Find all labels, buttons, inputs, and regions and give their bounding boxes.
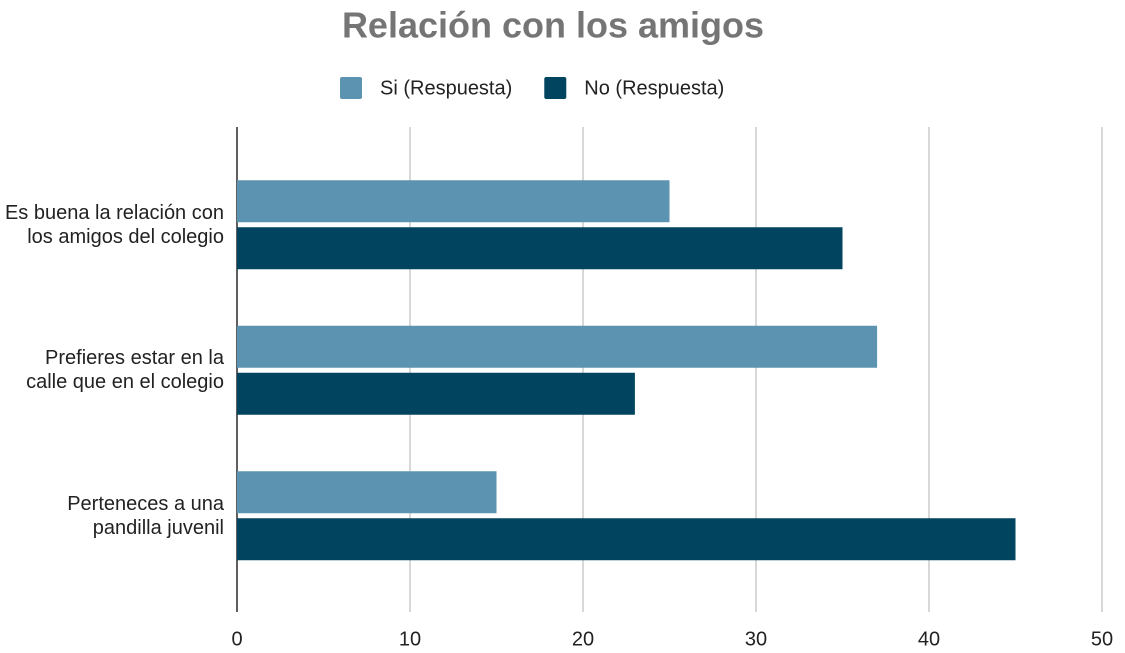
x-tick-label: 10	[399, 628, 421, 650]
bar	[237, 325, 878, 368]
x-tick-label: 20	[572, 628, 594, 650]
bar	[237, 180, 670, 223]
legend-label: Si (Respuesta)	[380, 77, 512, 99]
x-tick-label: 50	[1091, 628, 1113, 650]
bar	[237, 471, 497, 514]
legend-swatch	[340, 77, 362, 99]
legend-label: No (Respuesta)	[584, 77, 724, 99]
x-tick-label: 30	[745, 628, 767, 650]
x-tick-label: 0	[231, 628, 242, 650]
bar	[237, 227, 843, 270]
y-tick-label: Es buena la relación con los amigos del …	[4, 201, 224, 248]
chart-title: Relación con los amigos	[342, 5, 764, 46]
bar	[237, 372, 635, 415]
y-tick-label: Prefieres estar en la calle que en el co…	[26, 347, 224, 394]
x-tick-label: 40	[918, 628, 940, 650]
legend-swatch	[544, 77, 567, 99]
y-tick-label: Perteneces a una pandilla juvenil	[67, 492, 224, 539]
bar	[237, 518, 1016, 561]
